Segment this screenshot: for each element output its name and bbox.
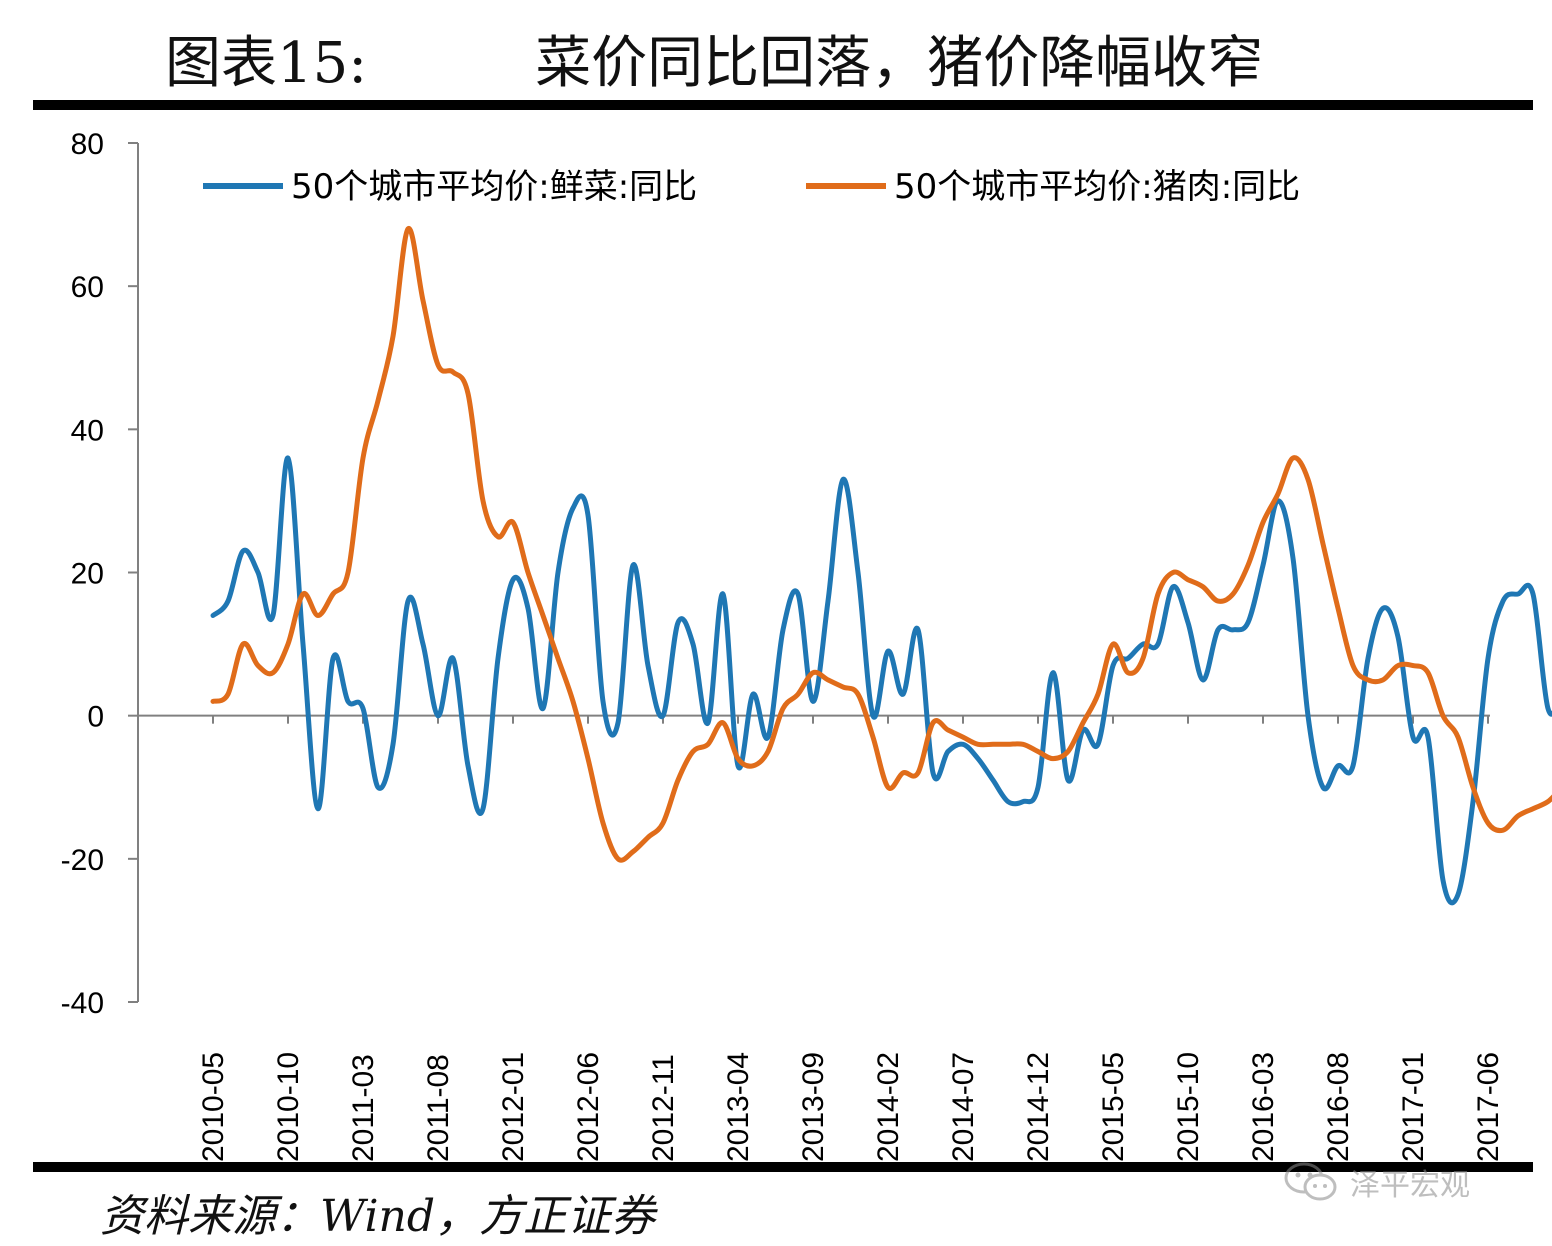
series-line-vegetable [210, 455, 1552, 906]
x-tick-label-text: 2016-08 [1322, 1052, 1355, 1162]
watermark: 泽平宏观 [1282, 1160, 1470, 1204]
x-tick-label-text: 2012-11 [647, 1054, 680, 1162]
source-note: 资料来源：Wind，方正证券 [100, 1191, 656, 1242]
y-tick-label: -20 [61, 844, 104, 877]
y-tick-label: 0 [87, 701, 104, 734]
y-tick-label: 60 [71, 271, 104, 304]
x-tick-label: 2016-03 [1247, 1052, 1280, 1162]
x-tick-label-text: 2017-06 [1472, 1052, 1505, 1162]
x-tick-label: 2014-02 [872, 1052, 905, 1162]
bottom-rule [33, 1162, 1533, 1172]
x-tick-label-text: 2017-11 [1547, 1054, 1552, 1162]
figure-title: 图表15: 菜价同比回落，猪价降幅收窄 [165, 31, 1264, 96]
x-tick-label: 2015-10 [1172, 1052, 1205, 1162]
top-rule [33, 100, 1533, 110]
y-axis: -40 -20 0 20 40 60 80 [61, 128, 139, 1020]
x-tick-label-text: 2017-01 [1397, 1052, 1430, 1162]
legend-item: 50个城市平均价:猪肉:同比 [806, 167, 1300, 207]
x-tick-label-text: 2011-08 [422, 1054, 455, 1162]
x-tick-label-text: 2016-03 [1247, 1052, 1280, 1162]
x-axis: 2010-05 2010-10 2011-03 2011-08 2012-01 2012-… [138, 714, 1552, 1162]
x-tick-label-text: 2012-01 [497, 1052, 530, 1162]
x-tick-label: 2010-10 [272, 1052, 305, 1162]
x-tick-label-text: 2012-06 [572, 1052, 605, 1162]
x-tick-label-text: 2014-07 [947, 1052, 980, 1162]
series-line-pork [210, 226, 1552, 863]
x-tick-label-text: 2011-03 [347, 1054, 380, 1162]
x-tick-label-text: 2010-10 [272, 1052, 305, 1162]
x-tick-label: 2014-12 [1022, 1052, 1055, 1162]
wechat-icon [1284, 1162, 1337, 1201]
x-tick-label-text: 2013-04 [722, 1052, 755, 1162]
x-tick-label: 2010-05 [197, 1052, 230, 1162]
legend-label: 50个城市平均价:鲜菜:同比 [291, 167, 697, 207]
watermark-text: 泽平宏观 [1350, 1168, 1470, 1203]
x-tick-label: 2013-04 [722, 1052, 755, 1162]
x-tick-label: 2011-08 [422, 1054, 455, 1162]
x-tick-label: 2017-01 [1397, 1052, 1430, 1162]
x-tick-label-text: 2015-10 [1172, 1052, 1205, 1162]
series-layer [210, 226, 1552, 906]
x-tick-label: 2016-08 [1322, 1052, 1355, 1162]
x-tick-label: 2012-11 [647, 1054, 680, 1162]
x-tick-label: 2017-11 [1547, 1054, 1552, 1162]
legend: 50个城市平均价:鲜菜:同比 50个城市平均价:猪肉:同比 [203, 167, 1300, 207]
y-tick-label: -40 [61, 987, 104, 1020]
x-tick-label: 2014-07 [947, 1052, 980, 1162]
x-tick-label: 2011-03 [347, 1054, 380, 1162]
x-tick-label: 2012-06 [572, 1052, 605, 1162]
y-tick-label: 80 [71, 128, 104, 161]
y-tick-label: 20 [71, 558, 104, 591]
x-tick-label: 2017-06 [1472, 1052, 1505, 1162]
x-tick-label: 2012-01 [497, 1052, 530, 1162]
x-tick-label-text: 2015-05 [1097, 1052, 1130, 1162]
x-tick-label-text: 2014-12 [1022, 1052, 1055, 1162]
x-tick-label-text: 2014-02 [872, 1052, 905, 1162]
x-tick-label: 2013-09 [797, 1052, 830, 1162]
legend-item: 50个城市平均价:鲜菜:同比 [203, 167, 697, 207]
x-tick-label-text: 2010-05 [197, 1052, 230, 1162]
x-tick-label-text: 2013-09 [797, 1052, 830, 1162]
y-tick-label: 40 [71, 414, 104, 447]
legend-label: 50个城市平均价:猪肉:同比 [894, 167, 1300, 207]
x-tick-label: 2015-05 [1097, 1052, 1130, 1162]
